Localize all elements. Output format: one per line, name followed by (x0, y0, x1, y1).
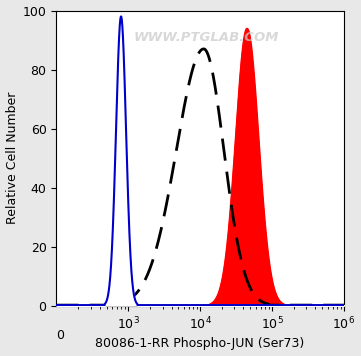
X-axis label: 80086-1-RR Phospho-JUN (Ser73): 80086-1-RR Phospho-JUN (Ser73) (96, 337, 305, 350)
Text: 0: 0 (56, 329, 64, 342)
Y-axis label: Relative Cell Number: Relative Cell Number (5, 92, 18, 224)
Text: WWW.PTGLAB.COM: WWW.PTGLAB.COM (133, 31, 279, 44)
